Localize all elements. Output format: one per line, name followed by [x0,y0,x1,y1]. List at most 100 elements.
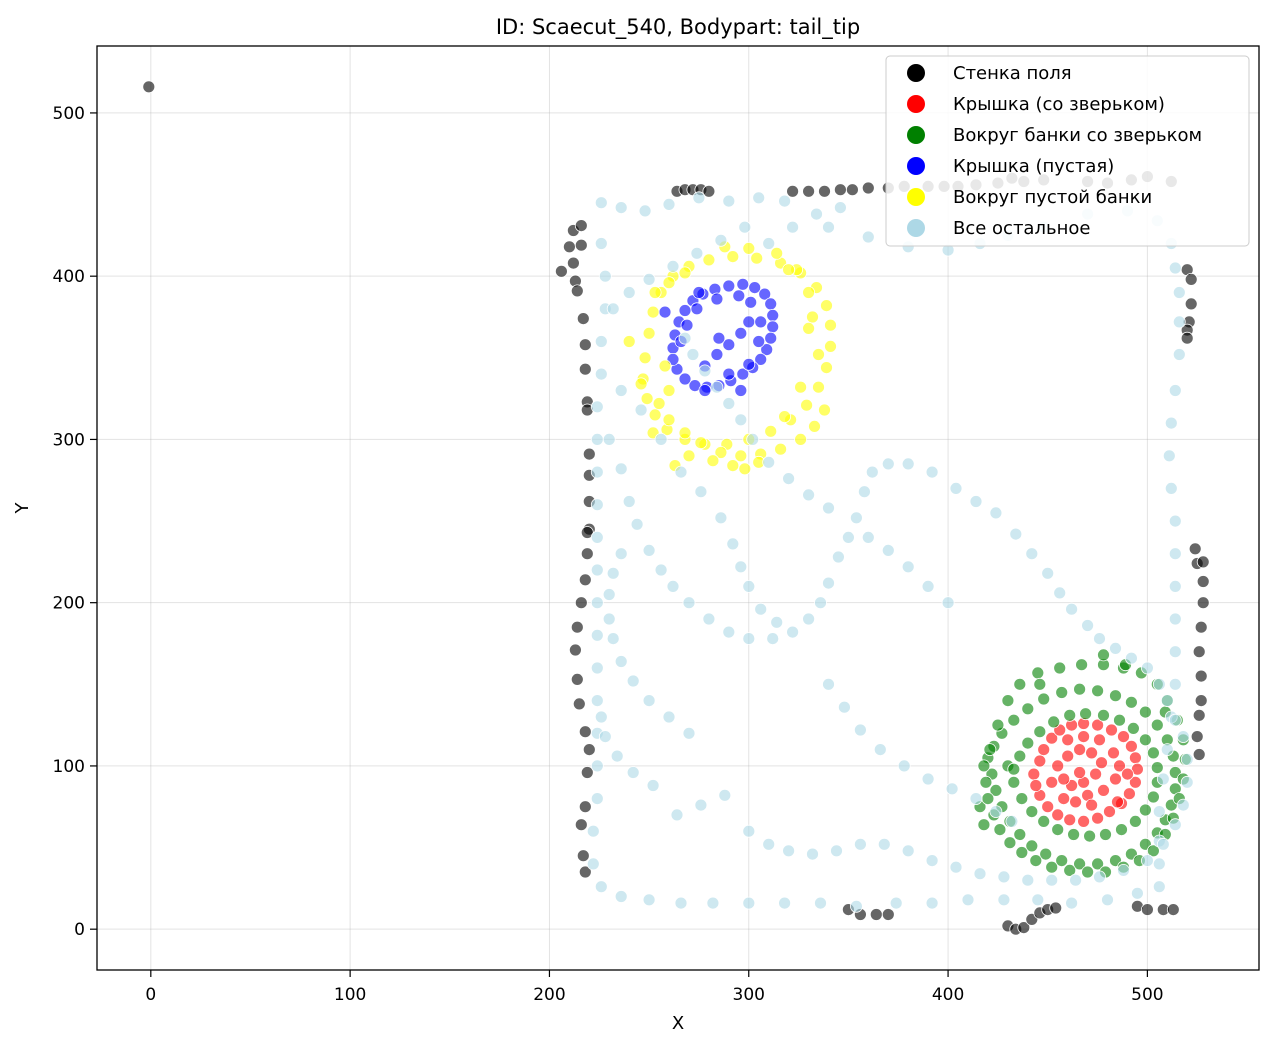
data-point [1073,682,1086,696]
data-point [1168,612,1182,626]
data-point [754,352,768,366]
data-point [654,432,668,446]
data-point [1103,805,1116,818]
data-point [1194,620,1208,634]
data-point [142,80,156,94]
data-point [734,413,748,427]
data-point [1009,527,1023,541]
data-point [746,432,760,446]
data-point [578,865,592,879]
data-point [979,775,993,789]
y-tick-label: 100 [53,757,85,777]
data-point [858,485,871,499]
data-point [1045,731,1059,745]
data-point [698,384,712,397]
data-point [1164,481,1178,495]
data-point [734,449,748,463]
data-point [1192,748,1206,761]
data-point [738,462,752,476]
data-point [949,860,963,874]
data-point [1065,896,1078,910]
data-point [1085,746,1098,760]
data-point [814,896,827,910]
data-point [574,596,588,610]
data-point [1123,787,1136,801]
data-point [901,844,915,858]
data-point [1079,707,1092,721]
data-point [941,596,955,610]
data-point [626,766,640,779]
data-point [1152,805,1166,818]
data-point [766,308,780,322]
data-point [1081,865,1094,879]
data-point [1013,749,1027,763]
data-point [1027,767,1041,781]
data-point [718,788,732,802]
series-2-points [1027,717,1144,828]
data-point [981,792,995,805]
data-point [590,759,604,773]
data-point [997,893,1011,907]
data-point [594,196,608,210]
data-point [722,367,736,381]
data-point [714,233,728,247]
data-point [578,362,592,376]
data-point [1037,815,1051,828]
data-point [854,723,867,737]
data-point [830,844,843,858]
data-point [822,220,835,234]
data-point [778,194,791,208]
data-point [766,320,780,334]
data-point [1139,705,1152,719]
legend-label: Крышка (со зверьком) [953,94,1165,115]
data-point [682,726,696,740]
data-point [578,800,592,814]
data-point [1005,815,1019,828]
data-point [712,331,726,345]
data-point [1067,828,1080,841]
data-point [1109,772,1122,786]
data-point [1168,713,1182,727]
data-point [1089,767,1102,781]
data-point [1091,857,1104,871]
data-point [810,207,823,221]
data-point [770,246,784,260]
data-point [1196,596,1210,610]
data-point [1041,800,1055,814]
data-point [634,377,648,391]
data-point [662,384,676,397]
data-point [654,563,668,577]
data-point [822,677,835,691]
data-point [694,485,708,499]
data-point [822,576,835,590]
data-point [666,259,680,273]
data-point [682,449,696,463]
data-point [572,697,586,711]
data-point [1095,756,1108,770]
data-point [1147,790,1160,804]
data-point [812,380,825,394]
x-tick-label: 200 [533,985,565,1005]
data-point [722,194,736,208]
data-point [1045,860,1059,874]
data-point [989,506,1003,520]
data-point [1091,811,1104,825]
data-point [590,661,604,675]
data-point [678,304,692,317]
data-point [1055,854,1069,867]
data-point [1125,739,1138,753]
data-point [754,315,768,329]
data-point [1109,689,1122,703]
data-point [706,896,720,910]
data-point [802,321,815,335]
data-point [1041,566,1055,580]
data-point [786,184,799,198]
data-point [734,326,748,340]
data-point [1180,331,1194,345]
data-point [802,286,815,299]
data-point [646,305,660,319]
data-point [1129,751,1142,765]
data-point [1073,857,1086,871]
data-point [732,289,746,303]
